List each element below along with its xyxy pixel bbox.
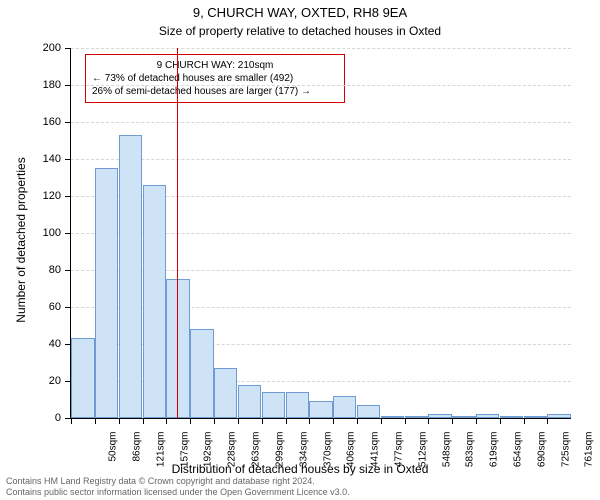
x-tick — [286, 418, 287, 424]
y-tick — [65, 381, 71, 382]
x-tick — [214, 418, 215, 424]
chart-area: Number of detached properties 9 CHURCH W… — [70, 48, 571, 419]
x-tick — [381, 418, 382, 424]
y-tick-label: 100 — [21, 227, 61, 239]
x-tick — [143, 418, 144, 424]
histogram-bar — [214, 368, 237, 418]
x-tick — [309, 418, 310, 424]
x-tick — [166, 418, 167, 424]
x-tick — [500, 418, 501, 424]
annotation-line: 26% of semi-detached houses are larger (… — [92, 85, 338, 98]
x-tick — [524, 418, 525, 424]
footer-line-2: Contains public sector information licen… — [6, 487, 350, 498]
gridline — [71, 48, 571, 49]
histogram-bar — [143, 185, 166, 418]
gridline — [71, 159, 571, 160]
x-tick — [476, 418, 477, 424]
page-subtitle: Size of property relative to detached ho… — [0, 24, 600, 38]
x-tick — [405, 418, 406, 424]
histogram-bar — [524, 416, 547, 418]
y-tick-label: 200 — [21, 42, 61, 54]
y-tick-label: 140 — [21, 153, 61, 165]
histogram-bar — [286, 392, 309, 418]
histogram-bar — [452, 416, 475, 418]
y-tick-label: 160 — [21, 116, 61, 128]
y-tick-label: 0 — [21, 412, 61, 424]
histogram-bar — [309, 401, 332, 418]
annotation-line: ← 73% of detached houses are smaller (49… — [92, 72, 338, 85]
y-tick — [65, 48, 71, 49]
y-tick — [65, 270, 71, 271]
histogram-bar — [95, 168, 118, 418]
histogram-bar — [500, 416, 523, 418]
y-tick-label: 80 — [21, 264, 61, 276]
y-tick-label: 60 — [21, 301, 61, 313]
y-tick — [65, 122, 71, 123]
histogram-bar — [547, 414, 570, 418]
gridline — [71, 122, 571, 123]
y-tick-label: 120 — [21, 190, 61, 202]
histogram-bar — [238, 385, 261, 418]
histogram-bar — [476, 414, 499, 418]
gridline — [71, 85, 571, 86]
y-tick — [65, 196, 71, 197]
x-tick — [357, 418, 358, 424]
histogram-bar — [381, 416, 404, 418]
histogram-bar — [333, 396, 356, 418]
histogram-bar — [166, 279, 189, 418]
histogram-bar — [357, 405, 380, 418]
x-tick — [119, 418, 120, 424]
y-tick-label: 180 — [21, 79, 61, 91]
y-tick — [65, 344, 71, 345]
x-tick — [452, 418, 453, 424]
histogram-bar — [190, 329, 213, 418]
y-tick-label: 40 — [21, 338, 61, 350]
y-tick — [65, 233, 71, 234]
x-tick — [333, 418, 334, 424]
y-tick — [65, 307, 71, 308]
x-tick — [428, 418, 429, 424]
histogram-bar — [71, 338, 94, 418]
y-tick — [65, 418, 71, 419]
x-tick — [547, 418, 548, 424]
y-tick — [65, 85, 71, 86]
x-tick — [238, 418, 239, 424]
x-tick — [262, 418, 263, 424]
footer-attribution: Contains HM Land Registry data © Crown c… — [6, 476, 350, 498]
x-tick — [190, 418, 191, 424]
footer-line-1: Contains HM Land Registry data © Crown c… — [6, 476, 350, 487]
x-axis-label: Distribution of detached houses by size … — [0, 462, 600, 476]
marker-line — [177, 48, 178, 418]
page-title: 9, CHURCH WAY, OXTED, RH8 9EA — [0, 5, 600, 20]
histogram-bar — [428, 414, 451, 418]
x-tick — [95, 418, 96, 424]
annotation-box: 9 CHURCH WAY: 210sqm← 73% of detached ho… — [85, 54, 345, 103]
histogram-bar — [119, 135, 142, 418]
annotation-line: 9 CHURCH WAY: 210sqm — [92, 59, 338, 72]
y-tick-label: 20 — [21, 375, 61, 387]
histogram-bar — [405, 416, 428, 418]
y-axis-label: Number of detached properties — [14, 157, 28, 322]
y-tick — [65, 159, 71, 160]
histogram-bar — [262, 392, 285, 418]
x-tick — [71, 418, 72, 424]
